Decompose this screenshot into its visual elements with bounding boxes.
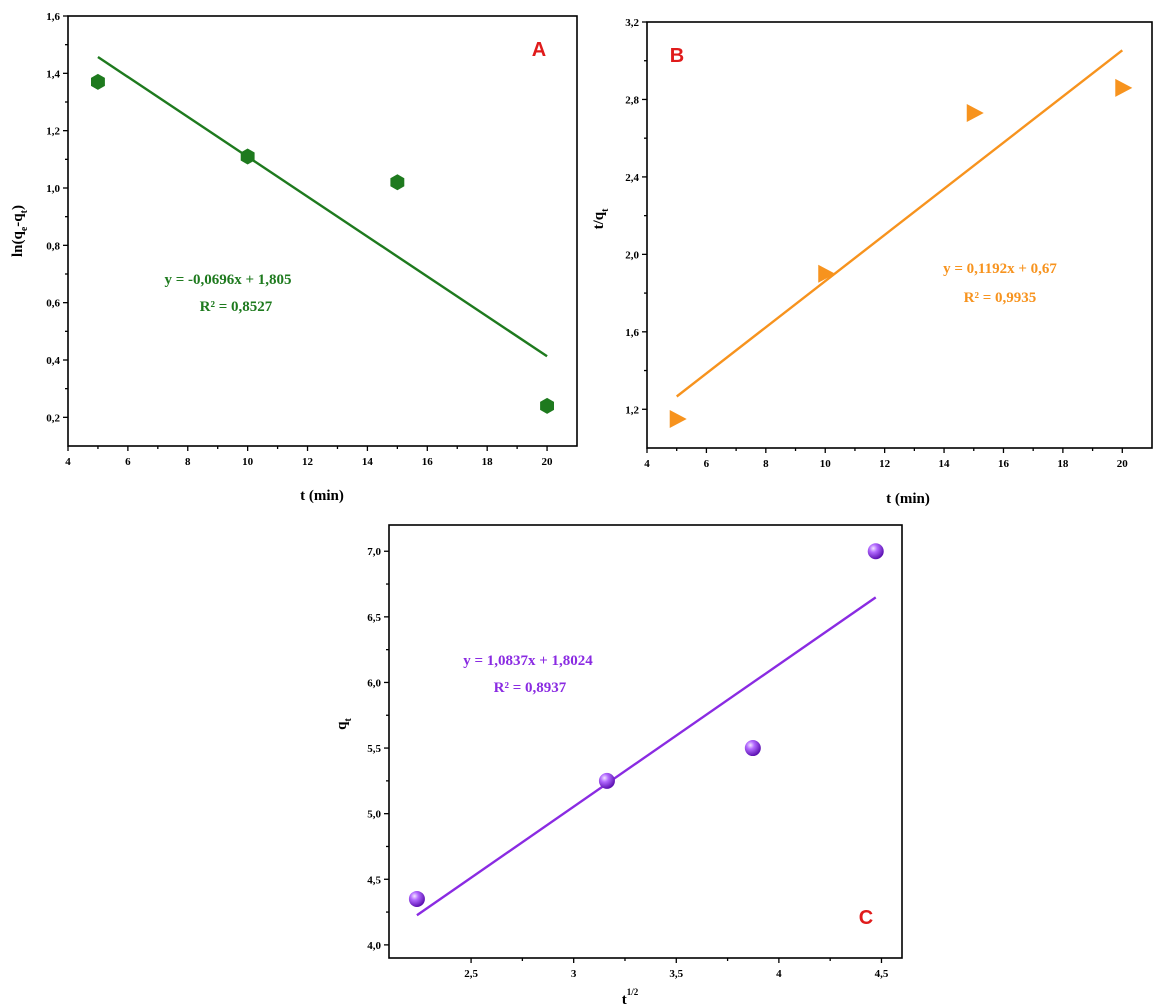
y-tick-label: 1,6 <box>46 11 60 23</box>
x-tick-label: 20 <box>542 456 554 468</box>
y-tick-label: 0,8 <box>46 240 60 252</box>
x-tick-label: 12 <box>879 458 891 470</box>
x-tick-label: 16 <box>422 456 434 468</box>
y-tick-label: 1,0 <box>46 183 60 195</box>
x-axis-label: t (min) <box>886 491 930 507</box>
x-tick-label: 14 <box>939 458 951 470</box>
chart-a: 4 6 8 10 12 14 16 18 20 0,2 0,4 0,6 0,8 1,0 1,2 1,4 1,6 t… <box>10 11 578 504</box>
x-tick-label: 3 <box>571 968 577 980</box>
x-tick-label: 8 <box>185 456 191 468</box>
x-axis-label: t1/2 <box>622 987 639 1006</box>
y-tick-label: 7,0 <box>367 546 381 558</box>
y-tick-label: 6,5 <box>367 612 381 624</box>
y-tick-label: 5,0 <box>367 809 381 821</box>
fit-equation: y = 1,0837x + 1,8024 <box>463 653 593 669</box>
panel-label: A <box>532 39 546 61</box>
plot-frame <box>388 524 903 959</box>
y-tick-label: 1,6 <box>625 327 639 339</box>
fit-line <box>675 49 1124 398</box>
fit-equation: y = 0,1192x + 0,67 <box>943 261 1057 277</box>
x-tick-label: 3,5 <box>669 968 683 980</box>
data-point <box>408 890 425 907</box>
plot-frame <box>646 21 1153 449</box>
y-axis-label: ln(qe-qt) <box>10 205 30 257</box>
y-tick-label: 6,0 <box>367 677 381 689</box>
x-tick-label: 10 <box>820 458 832 470</box>
y-tick-label: 0,4 <box>46 355 60 367</box>
y-tick-label: 1,4 <box>46 68 60 80</box>
y-tick-label: 4,0 <box>367 940 381 952</box>
data-point <box>1115 78 1133 97</box>
fit-equation: y = -0,0696x + 1,805 <box>164 272 291 288</box>
y-axis-label: t/qt <box>591 208 611 230</box>
x-tick-label: 4,5 <box>875 968 889 980</box>
chart-b: 4 6 8 10 12 14 16 18 20 1,2 1,6 2,0 2,4 2,8 3,2 t (min)… <box>591 17 1153 507</box>
fit-line <box>97 55 548 358</box>
x-tick-label: 18 <box>1057 458 1069 470</box>
x-tick-label: 4 <box>65 456 71 468</box>
y-tick-label: 4,5 <box>367 874 381 886</box>
x-tick-label: 16 <box>998 458 1010 470</box>
panel-label: C <box>859 907 873 929</box>
x-tick-label: 10 <box>242 456 254 468</box>
r-squared: R² = 0,8527 <box>200 299 273 315</box>
data-point <box>540 397 554 414</box>
y-tick-label: 2,4 <box>625 172 639 184</box>
data-point <box>91 73 105 90</box>
chart-c: 2,5 3 3,5 4 4,5 4,0 4,5 5,0 5,5 6,0 6,5 7,0 t1/2 qt y … <box>334 524 903 1006</box>
data-point <box>966 104 984 123</box>
x-tick-label: 12 <box>302 456 314 468</box>
y-tick-label: 0,2 <box>46 412 60 424</box>
y-tick-label: 0,6 <box>46 298 60 310</box>
x-tick-label: 4 <box>644 458 650 470</box>
x-tick-label: 6 <box>125 456 131 468</box>
fit-line <box>416 596 877 917</box>
y-axis-label: qt <box>334 718 354 730</box>
data-point <box>390 174 405 191</box>
x-tick-label: 8 <box>763 458 769 470</box>
y-tick-label: 2,0 <box>625 249 639 261</box>
x-tick-label: 20 <box>1117 458 1129 470</box>
r-squared: R² = 0,8937 <box>494 680 567 696</box>
y-tick-label: 1,2 <box>625 404 639 416</box>
x-tick-label: 14 <box>362 456 374 468</box>
data-point <box>669 409 687 428</box>
r-squared: R² = 0,9935 <box>964 290 1037 306</box>
y-tick-label: 1,2 <box>46 126 60 138</box>
x-tick-label: 6 <box>704 458 710 470</box>
data-point <box>867 543 884 560</box>
data-point <box>598 772 615 789</box>
data-point <box>744 740 761 757</box>
panel-label: B <box>670 45 684 67</box>
y-tick-label: 3,2 <box>625 17 639 29</box>
x-tick-label: 4 <box>776 968 782 980</box>
x-tick-label: 2,5 <box>464 968 478 980</box>
y-tick-label: 5,5 <box>367 743 381 755</box>
data-point <box>818 264 836 283</box>
data-point <box>240 148 255 165</box>
plot-frame <box>67 15 578 447</box>
x-tick-label: 18 <box>482 456 494 468</box>
x-axis-label: t (min) <box>300 488 344 504</box>
y-tick-label: 2,8 <box>625 94 639 106</box>
